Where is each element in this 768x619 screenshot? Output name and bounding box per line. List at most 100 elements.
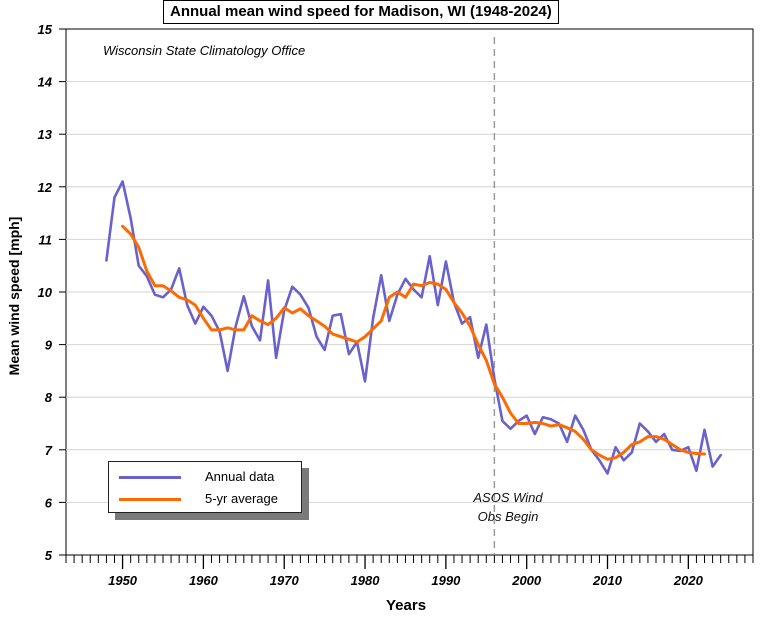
data-point-annual [105,259,108,262]
data-point-5yr-average [453,301,455,304]
data-point-annual [364,380,366,383]
data-point-annual [380,274,382,276]
data-point-annual [332,315,334,317]
data-point-5yr-average [130,233,132,235]
legend-swatch-average [119,498,181,501]
y-tick-label: 14 [38,75,53,90]
legend-label-average: 5-yr average [205,491,278,506]
data-point-5yr-average [485,359,487,361]
data-point-annual [130,217,132,219]
data-point-annual [372,317,374,319]
data-point-5yr-average [340,336,342,338]
data-point-annual [671,449,673,451]
data-point-5yr-average [194,304,196,306]
data-point-annual [162,296,164,298]
data-point-5yr-average [210,329,213,331]
data-point-annual [113,196,116,198]
data-point-annual [210,315,213,317]
x-tick-label: 2010 [592,573,623,588]
y-tick-label: 11 [39,232,53,247]
data-point-annual [623,459,625,461]
y-axis-ticks: 5 6 7 8 9 10 11 12 13 14 15 [38,22,66,563]
data-point-annual [663,433,665,435]
data-point-5yr-average [501,396,504,398]
data-point-5yr-average [582,438,584,440]
data-point-annual [259,339,261,341]
data-point-5yr-average [315,320,318,322]
data-point-annual [404,278,407,280]
data-point-annual [566,441,568,443]
x-axis-ticks: 1950 1960 1970 1980 1990 2000 2010 2020 [65,555,754,588]
y-tick-label: 15 [38,22,53,37]
data-point-annual [194,322,196,325]
data-point-5yr-average [703,453,706,455]
data-point-annual [299,294,301,296]
data-point-annual [291,286,293,288]
legend-label-annual: Annual data [205,469,275,484]
data-point-annual [186,304,188,306]
data-point-5yr-average [437,283,439,285]
data-point-annual [275,357,277,359]
data-point-annual [315,336,318,338]
data-point-5yr-average [687,451,689,454]
data-point-5yr-average [509,412,512,414]
data-point-annual [348,353,350,355]
data-point-annual [477,357,479,359]
data-point-annual [429,255,431,257]
data-point-annual [421,296,423,298]
data-point-5yr-average [299,308,301,310]
data-point-annual [582,429,584,431]
y-tick-label: 13 [38,127,53,142]
data-point-5yr-average [550,425,552,427]
data-point-5yr-average [639,441,641,443]
data-point-5yr-average [679,449,681,451]
y-tick-label: 12 [38,180,53,195]
legend-item-annual: Annual data [109,468,301,486]
asos-annotation: ASOS Wind Obs Begin [458,488,558,526]
data-point-5yr-average [356,341,358,343]
x-tick-label: 1950 [108,573,138,588]
data-point-5yr-average [412,283,415,285]
data-point-5yr-average [178,296,180,298]
data-point-5yr-average [364,336,366,338]
data-point-5yr-average [606,458,609,460]
asos-annotation-line2: Obs Begin [477,509,539,524]
legend: Annual data 5-yr average [108,461,302,513]
data-point-annual [412,288,415,290]
data-point-annual [703,429,706,431]
data-point-annual [639,422,641,425]
data-point-5yr-average [227,327,229,329]
data-point-5yr-average [259,320,261,322]
data-point-5yr-average [324,325,326,327]
data-point-5yr-average [671,443,673,446]
data-point-5yr-average [251,315,253,317]
data-point-5yr-average [469,325,471,327]
data-point-5yr-average [615,457,617,459]
data-point-5yr-average [623,451,625,454]
chart-title: Annual mean wind speed for Madison, WI (… [163,0,559,24]
data-point-annual [469,316,471,318]
data-point-annual [227,370,229,372]
data-point-annual [501,420,504,422]
data-point-annual [687,446,689,448]
y-tick-label: 10 [38,285,53,300]
data-point-5yr-average [154,285,156,287]
data-point-annual [138,265,140,267]
data-point-annual [154,294,156,296]
data-point-annual [720,454,722,456]
source-annotation: Wisconsin State Climatology Office [103,43,306,58]
data-point-annual [542,416,544,418]
data-point-5yr-average [566,427,568,429]
data-point-5yr-average [291,312,293,314]
data-point-annual [235,325,237,327]
data-point-annual [461,322,463,325]
data-point-5yr-average [186,299,188,301]
data-point-annual [695,470,698,472]
data-point-5yr-average [647,436,649,438]
data-point-5yr-average [429,281,431,284]
data-point-5yr-average [542,422,544,425]
x-axis-label: Years [386,597,427,614]
data-point-5yr-average [372,328,374,330]
data-point-5yr-average [380,320,382,322]
